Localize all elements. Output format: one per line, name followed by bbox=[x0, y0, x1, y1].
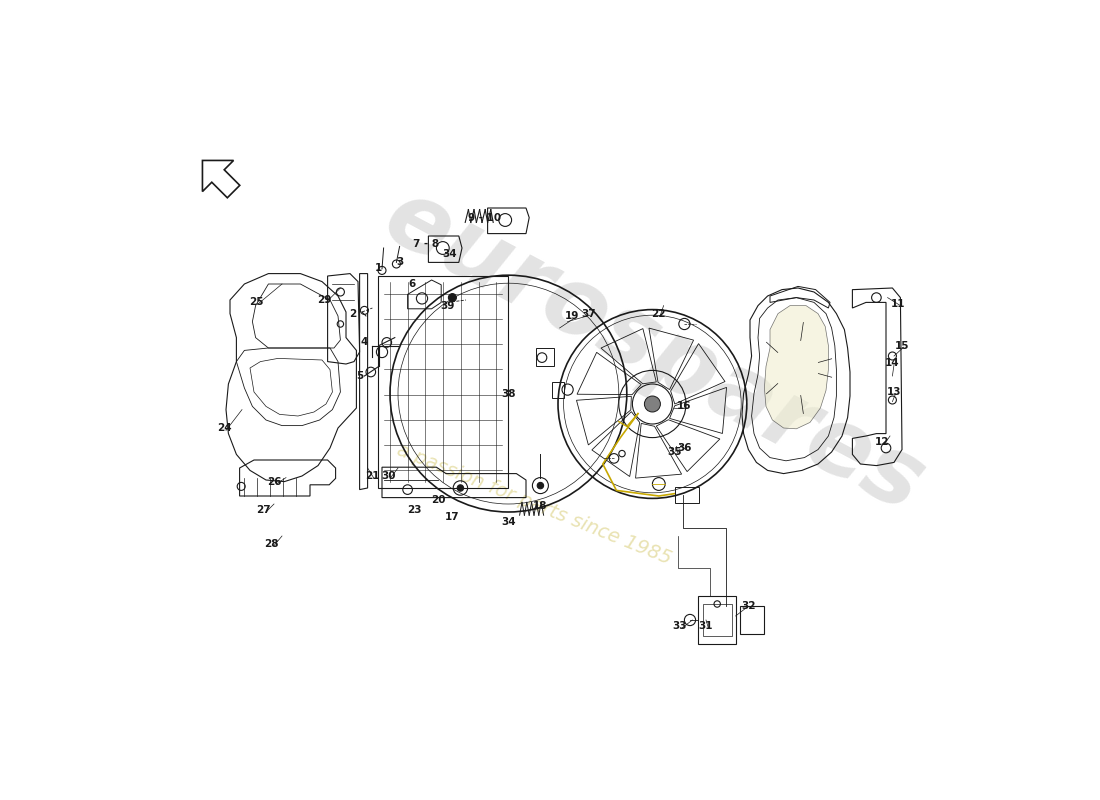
Text: 2: 2 bbox=[349, 310, 356, 319]
Text: 13: 13 bbox=[887, 387, 901, 397]
Polygon shape bbox=[764, 306, 828, 429]
Text: 33: 33 bbox=[672, 621, 686, 630]
Text: 29: 29 bbox=[317, 295, 331, 305]
Text: 36: 36 bbox=[678, 443, 692, 453]
Text: 3: 3 bbox=[396, 258, 404, 267]
Text: 20: 20 bbox=[431, 495, 446, 505]
Text: 34: 34 bbox=[442, 250, 458, 259]
Text: 23: 23 bbox=[407, 506, 421, 515]
Text: 14: 14 bbox=[886, 358, 900, 368]
Text: 6: 6 bbox=[409, 279, 416, 289]
Text: 18: 18 bbox=[534, 501, 548, 510]
Text: 11: 11 bbox=[891, 299, 905, 309]
Text: 26: 26 bbox=[266, 477, 282, 486]
Text: 1: 1 bbox=[374, 263, 382, 273]
Text: 30: 30 bbox=[381, 471, 396, 481]
Text: 7 - 8: 7 - 8 bbox=[412, 239, 439, 249]
Text: eurospares: eurospares bbox=[368, 171, 939, 533]
Text: 27: 27 bbox=[256, 506, 271, 515]
Text: 38: 38 bbox=[502, 389, 516, 398]
Text: 28: 28 bbox=[264, 539, 279, 549]
Text: 5: 5 bbox=[356, 371, 363, 381]
Text: 24: 24 bbox=[217, 423, 232, 433]
Text: 35: 35 bbox=[668, 447, 682, 457]
Circle shape bbox=[458, 485, 463, 491]
Circle shape bbox=[537, 482, 543, 489]
Text: 4: 4 bbox=[361, 338, 368, 347]
Text: 15: 15 bbox=[894, 341, 910, 350]
Text: a passion for parts since 1985: a passion for parts since 1985 bbox=[394, 440, 674, 568]
Text: 39: 39 bbox=[440, 301, 454, 310]
Text: 32: 32 bbox=[741, 602, 756, 611]
Text: 16: 16 bbox=[678, 402, 692, 411]
Text: 21: 21 bbox=[365, 471, 380, 481]
Text: 19: 19 bbox=[565, 311, 580, 321]
Text: 12: 12 bbox=[874, 437, 889, 446]
Circle shape bbox=[449, 294, 456, 302]
Text: 34: 34 bbox=[502, 517, 516, 526]
Text: 37: 37 bbox=[581, 310, 596, 319]
Text: 31: 31 bbox=[698, 621, 713, 630]
Text: 25: 25 bbox=[249, 298, 264, 307]
Text: 17: 17 bbox=[446, 512, 460, 522]
Text: 9 - 10: 9 - 10 bbox=[468, 213, 500, 222]
Text: 22: 22 bbox=[651, 309, 666, 318]
Circle shape bbox=[645, 396, 660, 412]
